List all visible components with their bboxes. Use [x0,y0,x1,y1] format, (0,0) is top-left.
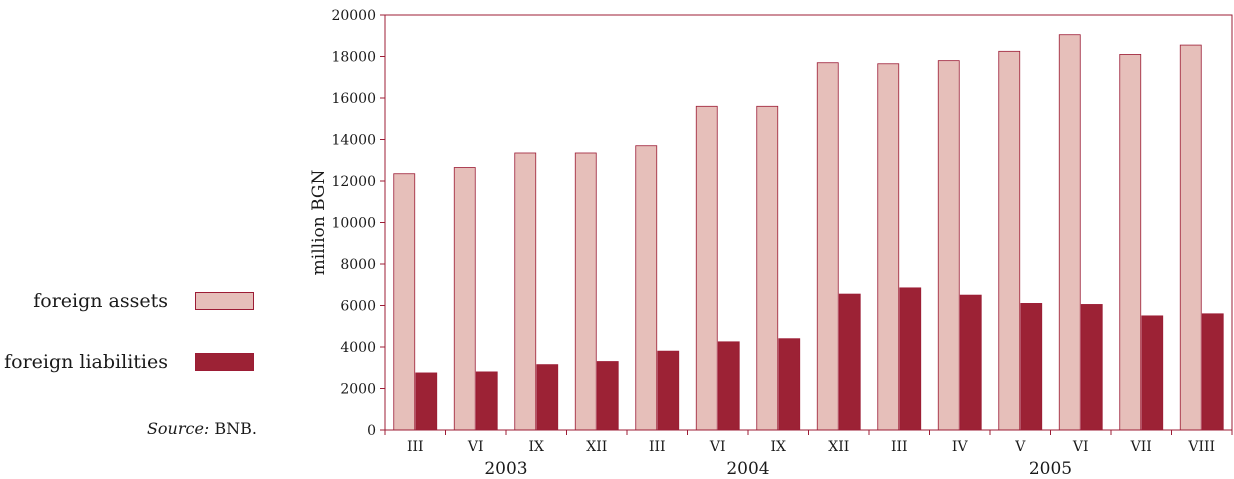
x-group-label: 2005 [1029,459,1072,479]
y-tick-label: 18000 [331,50,376,66]
x-tick-label: VIII [1187,439,1215,455]
legend-label: foreign liabilities [4,351,168,373]
x-tick-label: VI [1072,439,1089,455]
legend-swatch-foreign-assets [195,292,254,310]
y-tick-label: 16000 [331,91,376,107]
x-tick-label: V [1014,439,1026,455]
bar-foreign-liabilities [657,350,680,431]
bar-foreign-liabilities [415,372,438,431]
y-axis-label: million BGN [309,170,329,276]
y-tick-label: 2000 [340,382,376,398]
bar-foreign-liabilities [1141,315,1164,431]
x-tick-label: IV [952,439,969,455]
bar-foreign-assets [453,167,476,431]
y-tick-label: 0 [367,423,376,439]
legend-item-foreign-assets: foreign assets [0,290,260,312]
bar-foreign-liabilities [899,287,922,431]
bar-foreign-assets [635,145,658,431]
x-tick-label: IX [771,439,787,455]
x-tick-label: VII [1130,439,1152,455]
bar-foreign-liabilities [1201,313,1224,431]
bar-foreign-liabilities [596,361,619,431]
bar-foreign-liabilities [1020,303,1043,431]
bar-foreign-liabilities [536,364,559,431]
legend: foreign assets foreign liabilities [0,0,270,479]
bar-foreign-assets [1179,44,1202,431]
bar-foreign-assets [695,105,718,431]
y-tick-label: 10000 [331,216,376,232]
bar-foreign-assets [756,105,779,431]
bar-foreign-assets [393,173,416,431]
x-group-label: 2004 [726,459,769,479]
x-group-label: 2003 [484,459,527,479]
plot-frame [384,14,1233,431]
x-tick-label: XII [586,439,607,455]
bar-foreign-liabilities [778,338,801,431]
bar-foreign-assets [1119,54,1142,431]
bar-foreign-liabilities [717,341,740,431]
bar-foreign-assets [514,152,537,431]
bar-foreign-assets [877,63,900,431]
x-tick-label: III [649,439,666,455]
y-tick-label: 4000 [340,340,376,356]
y-tick-label: 8000 [340,257,376,273]
bar-foreign-assets [998,50,1021,431]
y-tick-label: 6000 [340,299,376,315]
x-tick-label: III [407,439,424,455]
legend-label: foreign assets [33,290,168,312]
y-tick-label: 20000 [331,8,376,24]
bar-foreign-assets [1058,34,1081,431]
bar-foreign-assets [937,60,960,431]
legend-item-foreign-liabilities: foreign liabilities [0,351,260,373]
source-note: Source: BNB. [0,419,257,438]
source-text: BNB. [209,419,257,438]
bar-foreign-liabilities [475,371,498,431]
x-tick-label: III [891,439,908,455]
y-tick-label: 14000 [331,133,376,149]
bar-foreign-assets [816,62,839,431]
x-tick-label: VI [467,439,484,455]
bar-foreign-assets [574,152,597,431]
legend-swatch-foreign-liabilities [195,353,254,371]
source-prefix: Source: [146,419,210,438]
x-tick-label: VI [709,439,726,455]
bar-foreign-liabilities [1080,304,1103,431]
x-tick-label: XII [828,439,849,455]
bar-foreign-liabilities [838,293,861,431]
x-tick-label: IX [529,439,545,455]
y-tick-label: 12000 [331,174,376,190]
bar-foreign-liabilities [959,294,982,431]
